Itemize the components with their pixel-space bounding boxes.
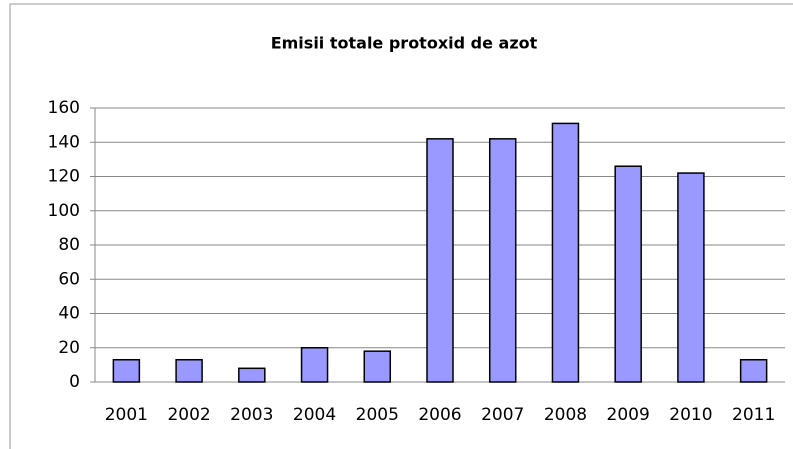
y-tick-label: 140 [48,132,80,152]
x-tick-label: 2002 [167,405,210,425]
y-tick-label: 0 [69,372,80,392]
bar [300,347,329,383]
y-tick-label: 20 [58,338,80,358]
x-tick-label: 2011 [732,405,775,425]
bar [677,172,705,383]
x-tick-label: 2007 [481,405,524,425]
bar [112,358,141,383]
x-tick-label: 2006 [418,405,461,425]
bar [426,138,454,383]
bar [488,138,517,383]
y-tick-label: 80 [58,235,80,255]
y-tick-label: 100 [48,201,80,221]
bar [551,122,580,383]
x-tick-label: 2005 [356,405,399,425]
bar [175,358,203,383]
bar [363,350,392,383]
y-tick-label: 40 [58,304,80,324]
y-tick-label: 160 [48,98,80,118]
x-tick-label: 2008 [544,405,587,425]
x-tick-label: 2010 [669,405,712,425]
bar [739,358,768,383]
chart-title: Emisii totale protoxid de azot [271,34,538,53]
x-tick-label: 2004 [293,405,336,425]
chart-frame [9,3,793,449]
x-tick-label: 2009 [607,405,650,425]
x-tick-label: 2001 [105,405,148,425]
bar [238,367,266,383]
x-tick-label: 2003 [230,405,273,425]
bar [614,165,642,383]
y-tick-label: 60 [58,269,80,289]
y-tick-label: 120 [48,167,80,187]
